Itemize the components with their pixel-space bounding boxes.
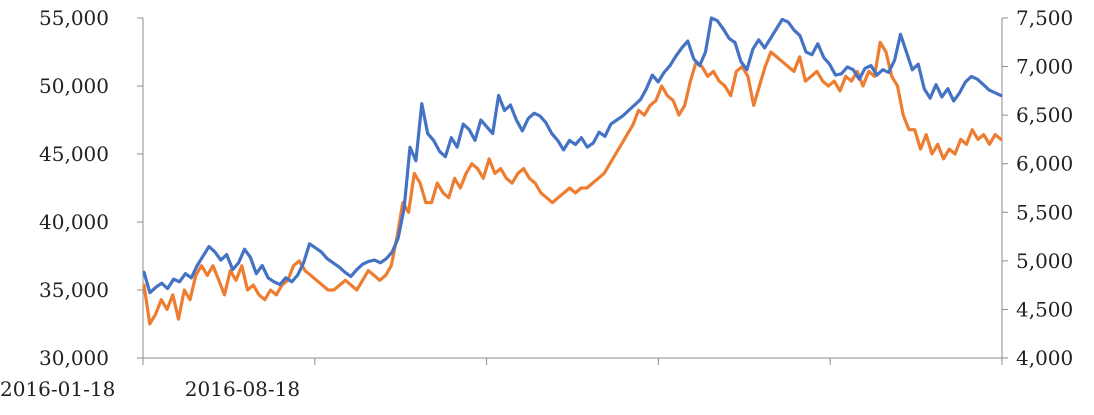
left-tick-label: 50,000 (39, 74, 109, 98)
left-tick-label: 30,000 (39, 346, 109, 370)
x-tick-label: 2016-01-18 (0, 377, 115, 401)
axes (137, 17, 1008, 365)
left-tick-label: 55,000 (39, 6, 109, 30)
right-tick-label: 6,000 (1016, 152, 1073, 176)
right-tick-label: 7,500 (1016, 6, 1073, 30)
series-group (142, 16, 1003, 326)
right-tick-label: 5,500 (1016, 200, 1073, 224)
right-tick-label: 4,000 (1016, 346, 1073, 370)
series-line-right-axis (142, 40, 1003, 326)
right-tick-label: 5,000 (1016, 249, 1073, 273)
left-tick-label: 45,000 (39, 142, 109, 166)
left-tick-label: 40,000 (39, 210, 109, 234)
tick-labels: 30,000 35,000 40,000 45,000 50,000 55,000 4,00… (0, 6, 1073, 401)
left-tick-label: 35,000 (39, 278, 109, 302)
right-tick-label: 6,500 (1016, 103, 1073, 127)
right-tick-label: 4,500 (1016, 297, 1073, 321)
series-line-left-axis (142, 16, 1003, 295)
right-tick-label: 7,000 (1016, 55, 1073, 79)
x-tick-label: 2016-08-18 (185, 377, 300, 401)
